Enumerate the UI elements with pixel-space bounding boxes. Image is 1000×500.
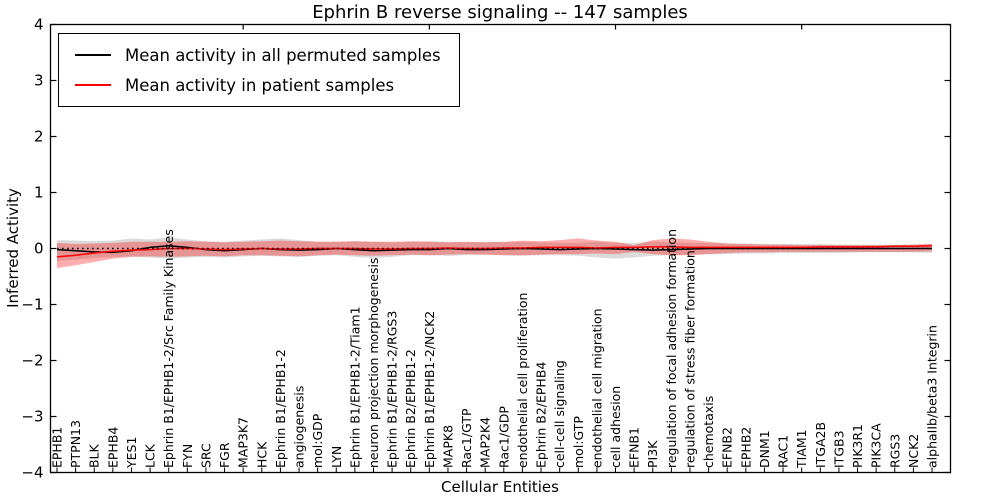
chart-title: Ephrin B reverse signaling -- 147 sample… <box>312 2 688 23</box>
x-tick-label: BLK <box>87 443 102 468</box>
x-tick-label: FYN <box>180 444 195 468</box>
x-tick-label: EFNB2 <box>720 427 735 468</box>
legend-label: Mean activity in all permuted samples <box>125 45 441 65</box>
x-tick-label: YES1 <box>124 437 139 469</box>
x-tick-label: PI3K <box>645 440 660 468</box>
x-tick-label: regulation of stress fiber formation <box>682 250 697 468</box>
y-tick-label: −3 <box>21 408 43 426</box>
legend-entry-patient: Mean activity in patient samples <box>59 70 441 100</box>
x-tick-label: DNM1 <box>757 430 772 468</box>
x-tick-label: cell adhesion <box>608 386 623 468</box>
x-tick-label: endothelial cell migration <box>589 308 604 468</box>
legend-label: Mean activity in patient samples <box>125 75 395 95</box>
x-tick-label: LYN <box>329 446 344 468</box>
x-tick-label: Ephrin B2/EPHB1-2 <box>403 349 418 468</box>
x-tick-label: NCK2 <box>906 434 921 468</box>
x-tick-label: angiogenesis <box>292 386 307 468</box>
x-tick-label: neuron projection morphogenesis <box>366 257 381 468</box>
x-tick-label: ITGA2B <box>813 422 828 468</box>
y-tick-label: −4 <box>21 464 43 482</box>
x-tick-label: Ephrin B1/EPHB1-2 <box>273 349 288 468</box>
x-tick-label: chemotaxis <box>701 396 716 468</box>
y-tick-label: 2 <box>34 128 44 146</box>
x-tick-label: MAP2K4 <box>478 417 493 468</box>
x-tick-label: FGR <box>217 442 232 468</box>
x-tick-label: Ephrin B2/EPHB4 <box>534 362 549 468</box>
x-tick-label: EPHB4 <box>105 427 120 468</box>
y-tick-label: −2 <box>21 352 43 370</box>
x-tick-label: Ephrin B1/EPHB1-2/RGS3 <box>385 311 400 468</box>
x-tick-label: TIAM1 <box>794 429 809 469</box>
x-tick-label: regulation of focal adhesion formation <box>664 229 679 468</box>
x-tick-label: cell-cell signaling <box>552 360 567 468</box>
y-tick-label: 1 <box>34 184 44 202</box>
x-tick-label: PTPN13 <box>68 420 83 468</box>
x-tick-label: RGS3 <box>887 434 902 468</box>
y-tick-label: −1 <box>21 296 43 314</box>
legend-entry-permuted: Mean activity in all permuted samples <box>59 40 441 70</box>
x-tick-label: LCK <box>143 443 158 468</box>
x-tick-label: EPHB2 <box>738 427 753 468</box>
patient-sample-range-band <box>57 238 932 269</box>
x-tick-label: RAC1 <box>776 435 791 468</box>
x-tick-label: HCK <box>254 441 269 468</box>
x-tick-label: Ephrin B1/EPHB1-2/Tiam1 <box>347 306 362 468</box>
x-tick-label: MAP3K7 <box>236 417 251 468</box>
x-tick-label: PIK3CA <box>869 423 884 468</box>
y-tick-label: 4 <box>34 16 44 34</box>
x-tick-label: Rac1/GTP <box>459 408 474 468</box>
x-tick-label: Ephrin B1/EPHB1-2/Src Family Kinases <box>161 229 176 468</box>
x-tick-label: endothelial cell proliferation <box>515 293 530 468</box>
x-tick-label: PIK3R1 <box>850 424 865 468</box>
y-tick-label: 0 <box>34 240 44 258</box>
x-tick-label: EPHB1 <box>50 427 65 468</box>
x-tick-label: ITGB3 <box>831 430 846 468</box>
x-tick-label: alphaIIb/beta3 Integrin <box>925 325 940 468</box>
legend: Mean activity in all permuted samples Me… <box>58 33 460 107</box>
permuted-line-swatch-icon <box>75 54 111 56</box>
x-tick-label: mol:GTP <box>571 416 586 468</box>
x-tick-label: SRC <box>198 443 213 468</box>
x-tick-label: mol:GDP <box>310 413 325 468</box>
y-tick-label: 3 <box>34 72 44 90</box>
x-axis-label: Cellular Entities <box>441 478 559 496</box>
x-tick-label: Rac1/GDP <box>496 406 511 468</box>
patient-line-swatch-icon <box>75 84 111 86</box>
x-tick-label: Ephrin B1/EPHB1-2/NCK2 <box>422 311 437 468</box>
x-tick-label: EFNB1 <box>627 427 642 468</box>
x-tick-label: MAPK8 <box>440 425 455 468</box>
